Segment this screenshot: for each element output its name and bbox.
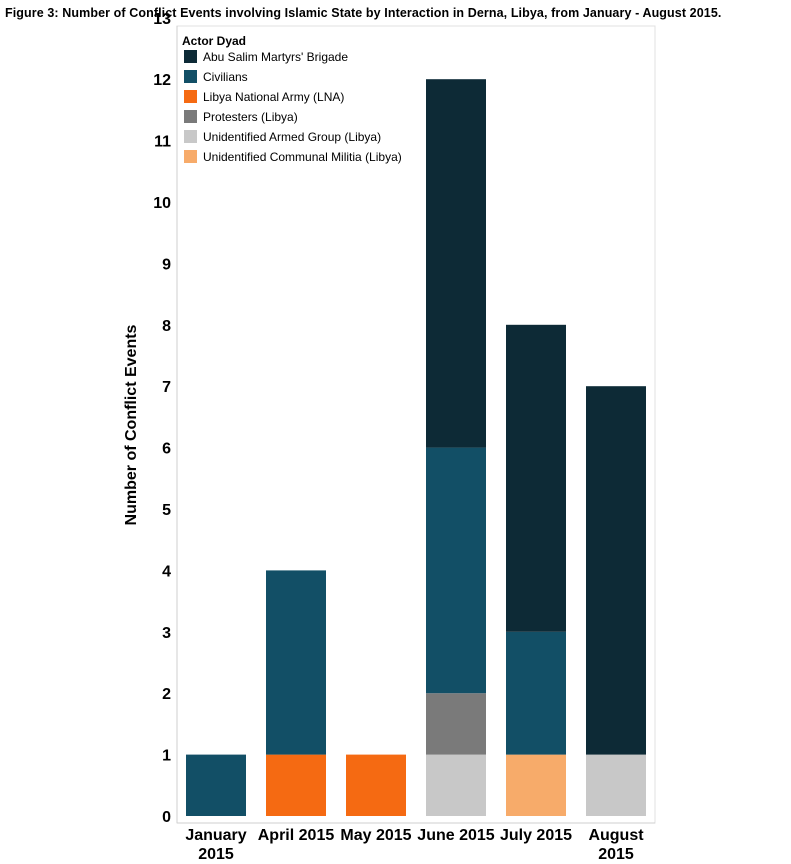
legend-label-libya-national-army-lna: Libya National Army (LNA) bbox=[203, 90, 344, 104]
x-category-label-0: January 2015 bbox=[185, 827, 246, 863]
legend-swatch-unidentified-communal-militia-libya bbox=[184, 150, 197, 163]
y-tick-label-5: 5 bbox=[162, 502, 171, 519]
x-category-label-4: July 2015 bbox=[500, 827, 572, 844]
bar-segment-abu-salim-martyrs-brigade-3 bbox=[426, 79, 486, 448]
legend-label-protesters-libya: Protesters (Libya) bbox=[203, 110, 298, 124]
bar-segment-libya-national-army-lna-2 bbox=[346, 754, 406, 816]
chart-title: Figure 3: Number of Conflict Events invo… bbox=[5, 6, 722, 20]
x-labels-group: January 2015 April 2015 May 2015 June 2015 Ju… bbox=[185, 827, 644, 863]
bar-segment-civilians-0 bbox=[186, 754, 246, 816]
bar-segment-abu-salim-martyrs-brigade-4 bbox=[506, 324, 566, 632]
legend-title: Actor Dyad bbox=[182, 34, 246, 48]
legend-swatch-civilians bbox=[184, 70, 197, 83]
y-tick-label-11: 11 bbox=[154, 134, 171, 151]
y-tick-label-7: 7 bbox=[162, 379, 171, 396]
bar-segment-unidentified-communal-militia-libya-4 bbox=[506, 754, 566, 816]
bar-segment-abu-salim-martyrs-brigade-5 bbox=[586, 386, 646, 755]
bar-segment-unidentified-armed-group-libya-3 bbox=[426, 754, 486, 816]
y-axis-label: Number of Conflict Events bbox=[123, 324, 140, 525]
legend-swatch-abu-salim-martyrs-brigade bbox=[184, 50, 197, 63]
bar-segment-civilians-1 bbox=[266, 570, 326, 755]
y-tick-label-1: 1 bbox=[162, 748, 171, 765]
legend-swatch-protesters-libya bbox=[184, 110, 197, 123]
legend-swatch-unidentified-armed-group-libya bbox=[184, 130, 197, 143]
y-tick-label-0: 0 bbox=[162, 809, 171, 826]
bar-segment-civilians-4 bbox=[506, 631, 566, 755]
plot-area-frame bbox=[176, 25, 656, 824]
legend-swatch-libya-national-army-lna bbox=[184, 90, 197, 103]
x-category-label-2: May 2015 bbox=[340, 827, 411, 844]
y-tick-label-3: 3 bbox=[162, 625, 171, 642]
y-tick-label-4: 4 bbox=[162, 563, 171, 580]
y-tick-label-6: 6 bbox=[162, 441, 171, 458]
legend-label-civilians: Civilians bbox=[203, 70, 248, 84]
legend-label-abu-salim-martyrs-brigade: Abu Salim Martyrs' Brigade bbox=[203, 50, 348, 64]
y-tick-label-2: 2 bbox=[162, 686, 171, 703]
y-tick-label-12: 12 bbox=[153, 72, 171, 89]
y-tick-label-8: 8 bbox=[162, 318, 171, 335]
bar-segment-libya-national-army-lna-1 bbox=[266, 754, 326, 816]
legend-label-unidentified-communal-militia-libya: Unidentified Communal Militia (Libya) bbox=[203, 150, 402, 164]
bar-segment-civilians-3 bbox=[426, 447, 486, 694]
x-category-label-5: August 2015 bbox=[588, 827, 644, 863]
legend: Actor Dyad Abu Salim Martyrs' Brigade Civ… bbox=[182, 34, 402, 164]
bar-segment-protesters-libya-3 bbox=[426, 693, 486, 755]
y-tick-label-9: 9 bbox=[162, 256, 171, 273]
bar-segment-unidentified-armed-group-libya-5 bbox=[586, 754, 646, 816]
bars-group bbox=[186, 79, 646, 816]
y-tick-label-13: 13 bbox=[153, 11, 171, 28]
x-category-label-3: June 2015 bbox=[417, 827, 494, 844]
legend-label-unidentified-armed-group-libya: Unidentified Armed Group (Libya) bbox=[203, 130, 381, 144]
x-category-label-1: April 2015 bbox=[258, 827, 335, 844]
y-tick-label-10: 10 bbox=[153, 195, 171, 212]
